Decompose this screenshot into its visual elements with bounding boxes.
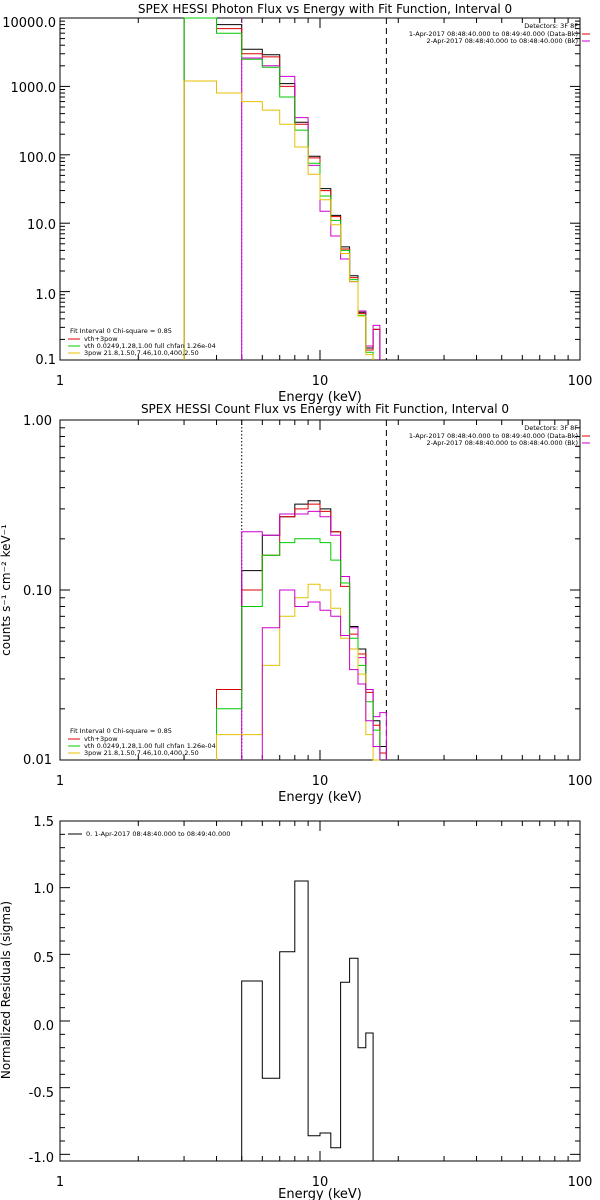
count-flux-fit-legend-vth: vth 0.0249,1.28,1.00 full chfan 1.26e-04 (84, 742, 216, 750)
photon-flux-series-4 (183, 80, 374, 360)
photon-flux-legend-bk: 2-Apr-2017 08:48:40.000 to 08:48:40.000 … (427, 37, 578, 45)
residuals-x-axis-label: Energy (keV) (278, 1187, 362, 1200)
count-flux-title: SPEX HESSI Count Flux vs Energy with Fit… (141, 402, 509, 416)
residuals-y-ticks (60, 820, 580, 1155)
residuals-series-0 (241, 880, 374, 1161)
count-flux-series (216, 500, 387, 761)
residuals-x-ticks (59, 821, 569, 1161)
photon-flux-ytick-label-2: 10.0 (27, 218, 56, 233)
count-flux-series-2 (241, 510, 387, 760)
photon-flux-ytick-label-3: 100.0 (19, 151, 56, 166)
photon-flux-y-ticks (60, 17, 580, 361)
photon-flux-detectors-label: Detectors: 3F 8F (524, 22, 578, 30)
photon-flux-series-3 (183, 17, 374, 360)
photon-flux-series-0 (183, 17, 381, 360)
count-flux-x-ticks (59, 420, 569, 760)
photon-flux-legend-data: 1-Apr-2017 08:48:40.000 to 08:49:40.000 … (409, 30, 578, 38)
count-flux-ytick-label-2: 1.00 (23, 414, 52, 429)
count-flux-series-5 (261, 589, 381, 760)
photon-flux-fit-legend-3pow: 3pow 21.8,1.50,7.46,10.0,400,2.50 (84, 349, 199, 357)
count-flux-ytick-label-0: 0.01 (23, 753, 52, 768)
residuals-y-axis-label: Normalized Residuals (sigma) (0, 901, 13, 1079)
residuals-ytick-label-4: 1.0 (33, 882, 54, 897)
photon-flux-ytick-label-5: 10000.0 (2, 16, 56, 31)
photon-flux-ytick-label-4: 1000.0 (11, 81, 57, 96)
residuals-legend-label: 0. 1-Apr-2017 08:48:40.000 to 08:49:40.0… (86, 830, 230, 838)
residuals-xtick-label-100: 100 (568, 1175, 593, 1190)
count-flux-series-4 (216, 583, 380, 761)
photon-flux-ytick-label-1: 1.0 (35, 288, 56, 303)
count-flux-fit-legend-title: Fit Interval 0 Chi-square = 0.85 (70, 727, 172, 735)
photon-flux-vlines (241, 18, 387, 360)
count-flux-legend-data: 1-Apr-2017 08:48:40.000 to 08:49:40.000 … (409, 432, 578, 440)
residuals-ytick-label-2: 0.0 (33, 1019, 54, 1034)
residuals-ytick-label-0: -1.0 (29, 1151, 54, 1166)
count-flux-xtick-label-100: 100 (568, 774, 593, 789)
photon-flux-ytick-label-0: 0.1 (35, 353, 56, 368)
count-flux-fit-legend-model: vth+3pow (84, 735, 118, 743)
residuals-plot-frame (59, 820, 581, 1162)
photon-flux-fit-legend-title: Fit Interval 0 Chi-square = 0.85 (70, 327, 172, 335)
count-flux-ytick-label-1: 0.10 (23, 584, 52, 599)
photon-flux-xtick-label-10: 10 (312, 374, 329, 389)
residuals-ytick-label-1: -0.5 (29, 1086, 54, 1101)
residuals-xtick-label-1: 1 (56, 1175, 64, 1190)
photon-flux-panel: SPEX HESSI Photon Flux vs Energy with Fi… (2, 2, 592, 405)
count-flux-xtick-label-1: 1 (56, 774, 64, 789)
count-flux-legend-bk: 2-Apr-2017 08:48:40.000 to 08:48:40.000 … (427, 439, 578, 447)
count-flux-y-axis-label: counts s⁻¹ cm⁻² keV⁻¹ (0, 524, 13, 656)
count-flux-fit-legend-3pow: 3pow 21.8,1.50,7.46,10.0,400,2.50 (84, 749, 199, 757)
photon-flux-xtick-label-100: 100 (568, 374, 593, 389)
count-flux-y-ticks (60, 419, 580, 761)
photon-flux-x-axis-label: Energy (keV) (278, 390, 362, 405)
count-flux-x-axis-label: Energy (keV) (278, 790, 362, 805)
photon-flux-series (183, 17, 381, 360)
residuals-panel: 1 10 100 -1.0 -0.5 0.0 0.5 1.0 1.5 Norma… (0, 815, 592, 1200)
photon-flux-fit-legend-vth: vth 0.0249,1.28,1.00 full chfan 1.26e-04 (84, 342, 216, 350)
count-flux-vlines (241, 420, 387, 760)
count-flux-detectors-label: Detectors: 3F 8F (524, 424, 578, 432)
photon-flux-title: SPEX HESSI Photon Flux vs Energy with Fi… (138, 2, 512, 16)
residuals-xtick-label-10: 10 (312, 1175, 329, 1190)
residuals-ytick-label-5: 1.5 (33, 815, 54, 830)
photon-flux-x-ticks (59, 18, 569, 360)
photon-flux-xtick-label-1: 1 (56, 374, 64, 389)
photon-flux-series-1 (183, 17, 381, 360)
residuals-ytick-label-3: 0.5 (33, 951, 54, 966)
count-flux-xtick-label-10: 10 (312, 774, 329, 789)
residuals-series (241, 880, 374, 1161)
photon-flux-fit-legend-model: vth+3pow (84, 335, 118, 343)
count-flux-panel: SPEX HESSI Count Flux vs Energy with Fit… (0, 402, 592, 805)
